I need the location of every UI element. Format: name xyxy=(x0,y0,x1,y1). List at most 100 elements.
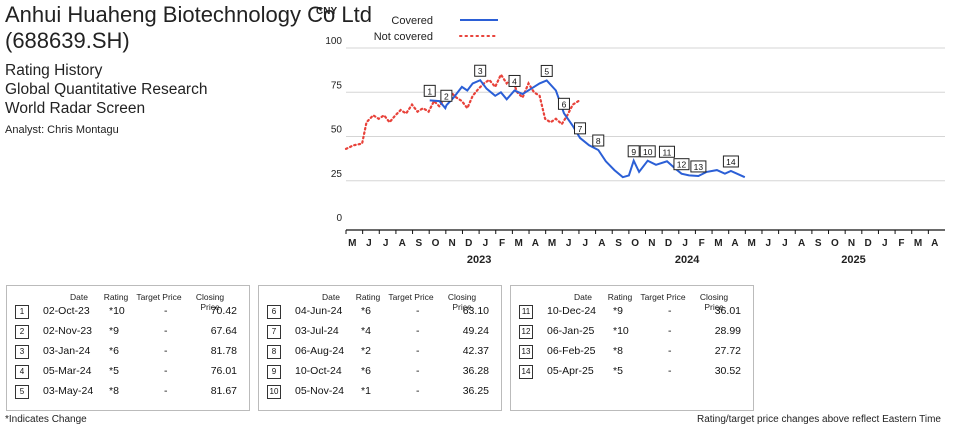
row-number-box: 11 xyxy=(519,305,533,319)
x-tick-label: A xyxy=(931,238,938,249)
header-rating: Rating xyxy=(103,292,129,302)
series-line-not-covered xyxy=(344,72,580,150)
row-number-box: 3 xyxy=(15,345,29,359)
rating-marker-label: 9 xyxy=(631,147,636,157)
rating-table-2: Date Rating Target Price Closing Price 6 04-J… xyxy=(258,285,502,411)
rating-cell: *5 xyxy=(613,365,623,377)
target-cell: - xyxy=(164,365,168,377)
row-number-box: 12 xyxy=(519,325,533,339)
target-cell: - xyxy=(416,365,420,377)
close-cell: 67.64 xyxy=(210,325,237,337)
target-cell: - xyxy=(416,325,420,337)
ticker: (688639.SH) xyxy=(5,28,130,53)
date-cell: 06-Jan-25 xyxy=(547,325,595,337)
header-date: Date xyxy=(574,292,592,302)
target-cell: - xyxy=(668,325,672,337)
close-cell: 81.78 xyxy=(210,345,237,357)
rating-marker-label: 6 xyxy=(562,99,567,109)
rating-cell: *6 xyxy=(361,365,371,377)
header-rating: Rating xyxy=(607,292,633,302)
rating-cell: *10 xyxy=(109,305,125,317)
header-date: Date xyxy=(70,292,88,302)
rating-cell: *8 xyxy=(613,345,623,357)
x-tick-label: F xyxy=(699,238,705,249)
date-cell: 03-Jan-24 xyxy=(43,345,91,357)
y-tick-label: 0 xyxy=(336,213,342,224)
header-closing: Closing Price xyxy=(699,292,729,312)
rating-marker-box xyxy=(574,122,587,135)
rating-marker-label: 1 xyxy=(427,86,432,96)
close-cell: 63.10 xyxy=(462,305,489,317)
row-number-box: 5 xyxy=(15,385,29,399)
x-tick-label: D xyxy=(865,238,872,249)
analyst-label: Analyst: Chris Montagu xyxy=(5,124,119,136)
rating-marker-box xyxy=(540,64,553,77)
row-number-box: 6 xyxy=(267,305,281,319)
rating-marker-box xyxy=(592,134,605,147)
table-row: 6 04-Jun-24 *6 - 63.10 xyxy=(259,302,501,322)
target-cell: - xyxy=(416,305,420,317)
table-row: 13 06-Feb-25 *8 - 27.72 xyxy=(511,342,753,362)
x-tick-label: J xyxy=(782,238,788,249)
rating-marker-label: 13 xyxy=(694,162,704,172)
rating-table-1: Date Rating Target Price Closing Price 1 02-O… xyxy=(6,285,250,411)
target-cell: - xyxy=(164,345,168,357)
target-cell: - xyxy=(416,385,420,397)
x-tick-label: J xyxy=(682,238,688,249)
x-tick-label: M xyxy=(515,238,523,249)
rating-cell: *6 xyxy=(361,305,371,317)
table-row: 11 10-Dec-24 *9 - 36.01 xyxy=(511,302,753,322)
rating-marker-box xyxy=(423,84,436,97)
x-tick-label: A xyxy=(399,238,406,249)
rating-marker-box xyxy=(690,160,707,173)
x-tick-label: J xyxy=(882,238,888,249)
rating-table-3: Date Rating Target Price Closing Price 11 10-… xyxy=(510,285,754,411)
close-cell: 36.25 xyxy=(462,385,489,397)
date-cell: 06-Aug-24 xyxy=(295,345,345,357)
x-tick-label: J xyxy=(483,238,489,249)
y-tick-label: 50 xyxy=(331,125,343,136)
rating-cell: *4 xyxy=(361,325,371,337)
row-number-box: 1 xyxy=(15,305,29,319)
date-cell: 04-Jun-24 xyxy=(295,305,343,317)
x-tick-label: A xyxy=(731,238,738,249)
row-number-box: 10 xyxy=(267,385,281,399)
rating-cell: *9 xyxy=(613,305,623,317)
rating-marker-box xyxy=(508,74,521,87)
close-cell: 36.01 xyxy=(714,305,741,317)
y-tick-label: 100 xyxy=(325,36,342,47)
header-rating: Rating xyxy=(355,292,381,302)
x-tick-label: O xyxy=(831,238,839,249)
rating-marker-box xyxy=(440,89,453,102)
header-closing: Closing Price xyxy=(447,292,477,312)
header-target: Target Price xyxy=(640,292,686,302)
row-number-box: 13 xyxy=(519,345,533,359)
header-target: Target Price xyxy=(136,292,182,302)
close-cell: 49.24 xyxy=(462,325,489,337)
close-cell: 30.52 xyxy=(714,365,741,377)
footnote-time: Rating/target price changes above reflec… xyxy=(696,414,941,425)
x-tick-label: N xyxy=(449,238,456,249)
table-row: 12 06-Jan-25 *10 - 28.99 xyxy=(511,322,753,342)
close-cell: 27.72 xyxy=(714,345,741,357)
rating-marker-label: 10 xyxy=(643,147,653,157)
table-row: 8 06-Aug-24 *2 - 42.37 xyxy=(259,342,501,362)
rating-history-label: Rating History xyxy=(5,62,103,79)
x-tick-label: M xyxy=(747,238,755,249)
research-label: Global Quantitative Research xyxy=(5,81,208,98)
rating-cell: *6 xyxy=(109,345,119,357)
rating-marker-label: 2 xyxy=(444,91,449,101)
close-cell: 42.37 xyxy=(462,345,489,357)
x-tick-label: D xyxy=(465,238,472,249)
x-tick-label: S xyxy=(815,238,822,249)
target-cell: - xyxy=(164,325,168,337)
x-year-label: 2025 xyxy=(841,254,865,266)
x-tick-label: F xyxy=(499,238,505,249)
row-number-box: 8 xyxy=(267,345,281,359)
target-cell: - xyxy=(164,385,168,397)
legend-label: Covered xyxy=(391,15,433,27)
legend-label: Not covered xyxy=(374,31,433,43)
rating-marker-label: 3 xyxy=(478,66,483,76)
rating-marker-label: 7 xyxy=(578,124,583,134)
